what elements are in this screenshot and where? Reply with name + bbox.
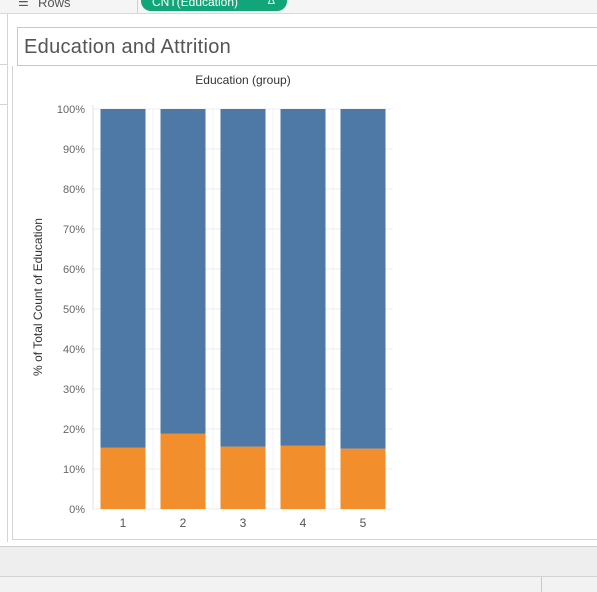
column-header: Education (group) [195, 73, 290, 87]
rows-shelf-label: Rows [38, 0, 71, 10]
y-tick-label: 30% [63, 384, 85, 396]
rows-icon: ☰ [18, 0, 29, 9]
pill-label: CNT(Education) [152, 0, 239, 9]
rows-shelf: ☰ Rows CNT(Education) Δ [0, 0, 597, 14]
y-tick-label: 0% [69, 504, 85, 516]
x-tick-label: 4 [300, 516, 307, 530]
delta-icon: Δ [267, 0, 275, 7]
worksheet-title: Education and Attrition [24, 36, 232, 58]
x-tick-label: 3 [240, 516, 247, 530]
x-tick-label: 5 [360, 516, 367, 530]
y-tick-label: 60% [63, 264, 85, 276]
bar-segment-blue[interactable] [160, 109, 206, 434]
bar-segment-orange[interactable] [340, 448, 386, 509]
sheet-tabs-bar [0, 546, 597, 577]
left-panel-edge [0, 14, 8, 542]
bar-segment-orange[interactable] [280, 445, 326, 509]
y-tick-label: 40% [63, 344, 85, 356]
stacked-bar-chart[interactable]: 0% 10% 20% 30% 40% 50% 60% 70% 80% 90% 100% 1 2 3 4 5 Ed… [0, 0, 597, 545]
bar-segment-blue[interactable] [340, 109, 386, 449]
chart-frame [12, 66, 597, 540]
x-tick-label: 2 [180, 516, 187, 530]
bar-segment-blue[interactable] [100, 109, 146, 448]
status-bar [0, 576, 597, 592]
bar-segment-orange[interactable] [220, 446, 266, 509]
x-tick-label: 1 [120, 516, 127, 530]
shelf-divider [137, 0, 138, 13]
y-axis-label: % of Total Count of Education [31, 218, 45, 376]
y-tick-label: 20% [63, 424, 85, 436]
bar-segment-orange[interactable] [100, 447, 146, 509]
left-panel-divider [0, 64, 7, 65]
y-tick-label: 50% [63, 304, 85, 316]
status-separator [541, 577, 542, 592]
bar-segment-blue[interactable] [220, 109, 266, 447]
worksheet-title-box[interactable]: Education and Attrition [17, 27, 597, 66]
y-tick-label: 100% [57, 104, 85, 116]
y-tick-label: 10% [63, 464, 85, 476]
bar-segment-blue[interactable] [280, 109, 326, 446]
y-tick-label: 80% [63, 184, 85, 196]
left-panel-divider [0, 104, 7, 105]
bar-segment-orange[interactable] [160, 433, 206, 509]
cnt-education-pill[interactable]: CNT(Education) Δ [141, 0, 287, 11]
y-tick-label: 90% [63, 144, 85, 156]
y-tick-label: 70% [63, 224, 85, 236]
